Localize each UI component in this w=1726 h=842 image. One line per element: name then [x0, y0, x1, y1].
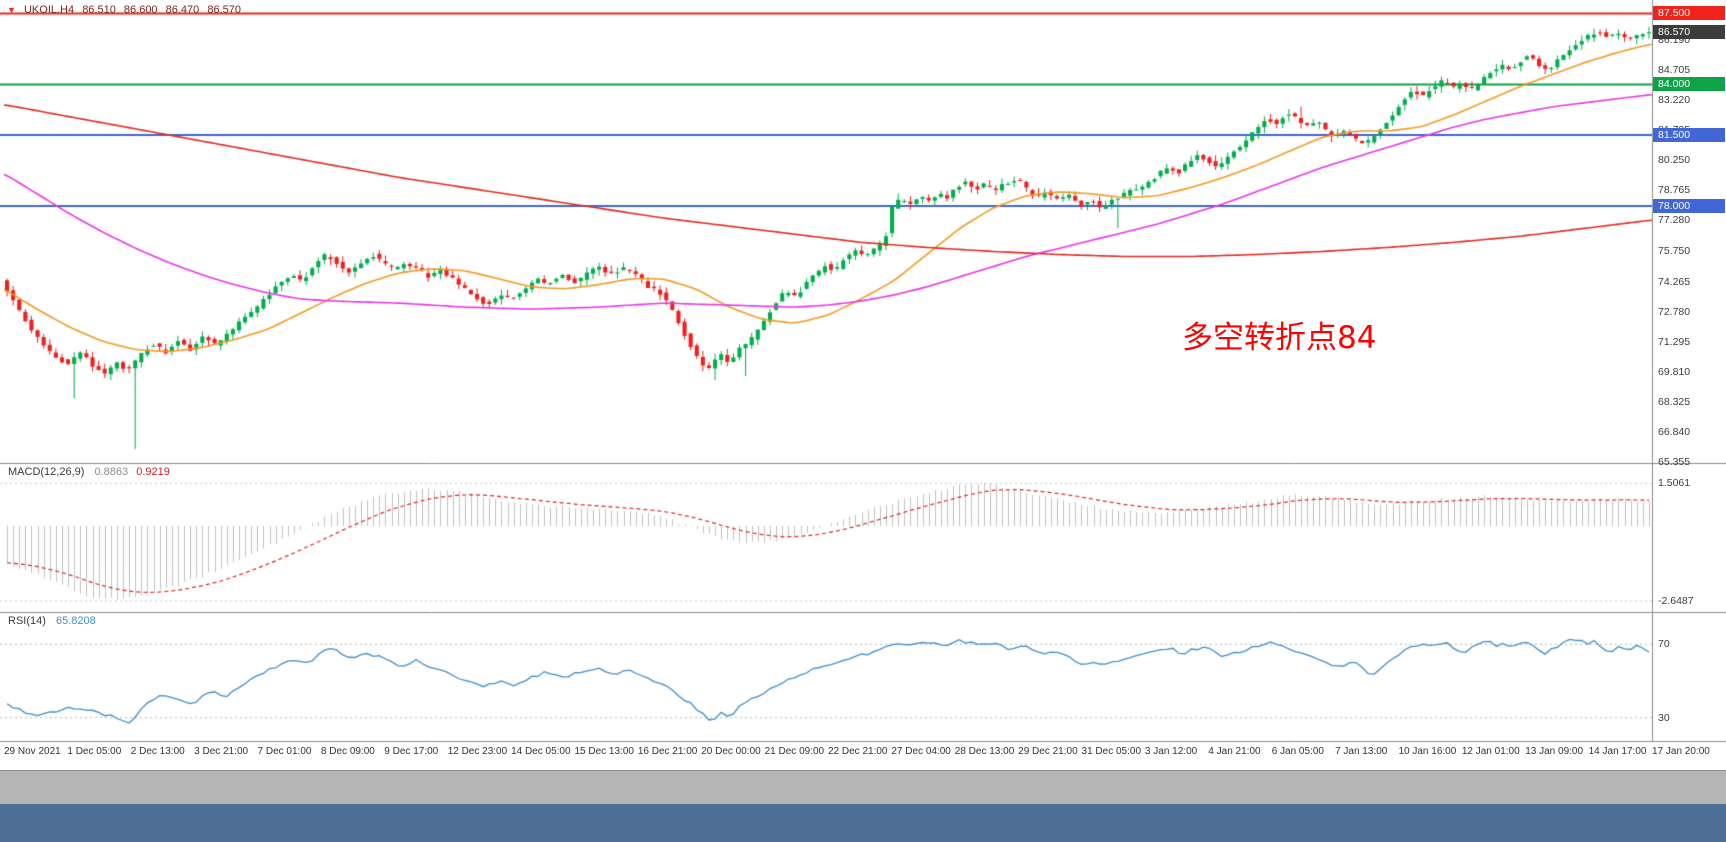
time-axis-label: 2 Dec 13:00 [130, 746, 185, 757]
time-axis-label: 12 Dec 23:00 [447, 746, 508, 757]
price-axis-tick: 75.750 [1658, 245, 1691, 258]
time-axis-label: 14 Jan 17:00 [1588, 746, 1647, 757]
macd-main-value: 0.8863 [94, 466, 129, 478]
time-axis-label: 9 Dec 17:00 [384, 746, 439, 757]
quote-close: 86.570 [207, 4, 241, 16]
time-axis-label: 8 Dec 09:00 [320, 746, 375, 757]
time-axis-label: 4 Jan 21:00 [1208, 746, 1261, 757]
price-axis-tick: 69.810 [1658, 365, 1691, 378]
rsi-axis-label: 30 [1658, 711, 1670, 724]
time-axis-label: 22 Dec 21:00 [828, 746, 888, 757]
quote-open: 86.510 [82, 4, 116, 16]
symbol-header: ▼ UKOIL.H4 86.510 86.600 86.470 86.570 [7, 4, 246, 16]
price-level-badge: 86.570 [1653, 25, 1725, 40]
time-axis-label: 29 Nov 2021 [4, 746, 61, 757]
symbol-name: UKOIL.H4 [23, 4, 75, 16]
price-axis-tick: 65.355 [1658, 456, 1691, 468]
time-axis-label: 7 Dec 01:00 [257, 746, 312, 757]
price-axis-tick: 80.250 [1658, 154, 1691, 167]
time-axis-label: 31 Dec 05:00 [1081, 746, 1142, 757]
price-axis-tick: 77.280 [1658, 214, 1691, 227]
rsi-name: RSI(14) [8, 615, 46, 627]
time-axis-label: 17 Jan 20:00 [1652, 746, 1710, 757]
time-axis-label: 20 Dec 00:00 [701, 746, 761, 757]
chart-annotation: 多空转折点84 [1182, 320, 1377, 356]
macd-signal-value: 0.9219 [136, 466, 170, 478]
rsi-value: 65.8208 [55, 615, 96, 627]
price-axis-tick: 83.220 [1658, 94, 1691, 107]
time-axis-label: 29 Dec 21:00 [1018, 746, 1078, 757]
price-axis-tick: 74.265 [1658, 275, 1691, 288]
window-bottom-strip [0, 770, 1726, 804]
price-axis-tick: 71.295 [1658, 335, 1691, 348]
time-axis-label: 13 Jan 09:00 [1525, 746, 1584, 757]
macd-axis-label: -2.6487 [1658, 594, 1694, 607]
time-axis-label: 21 Dec 09:00 [764, 746, 825, 757]
macd-name: MACD(12,26,9) [8, 466, 85, 478]
price-level-badge: 84.000 [1653, 77, 1725, 92]
taskbar-strip [0, 804, 1726, 842]
price-axis-tick: 84.705 [1658, 64, 1691, 77]
macd-axis-label: 1.5061 [1658, 477, 1691, 490]
time-axis-label: 6 Jan 05:00 [1271, 746, 1324, 757]
time-axis-label: 7 Jan 13:00 [1335, 746, 1388, 757]
time-axis-label: 15 Dec 13:00 [574, 746, 634, 757]
price-axis-tick: 68.325 [1658, 395, 1691, 408]
time-axis-label: 27 Dec 04:00 [891, 746, 951, 757]
price-level-badge: 87.500 [1653, 6, 1725, 21]
time-axis-label: 12 Jan 01:00 [1461, 746, 1520, 757]
quote-high: 86.600 [123, 4, 158, 16]
price-axis-tick: 78.765 [1658, 184, 1691, 197]
time-axis-label: 10 Jan 16:00 [1398, 746, 1457, 757]
time-axis-label: 3 Dec 21:00 [194, 746, 249, 757]
macd-indicator-label: MACD(12,26,9) 0.8863 0.9219 [8, 466, 170, 478]
price-axis-tick: 72.780 [1658, 305, 1691, 318]
time-axis-label: 14 Dec 05:00 [511, 746, 571, 757]
symbol-marker-icon: ▼ [7, 5, 16, 15]
time-axis-label: 3 Jan 12:00 [1144, 746, 1198, 757]
rsi-axis-label: 70 [1658, 638, 1670, 651]
price-level-badge: 81.500 [1653, 128, 1725, 142]
price-axis-tick: 66.840 [1658, 425, 1691, 438]
quote-low: 86.470 [165, 4, 200, 16]
time-axis-label: 16 Dec 21:00 [637, 746, 698, 757]
rsi-indicator-label: RSI(14) 65.8208 [8, 615, 96, 627]
time-axis-label: 28 Dec 13:00 [954, 746, 1015, 757]
price-level-badge: 78.000 [1653, 198, 1725, 213]
time-axis-label: 1 Dec 05:00 [67, 746, 122, 757]
